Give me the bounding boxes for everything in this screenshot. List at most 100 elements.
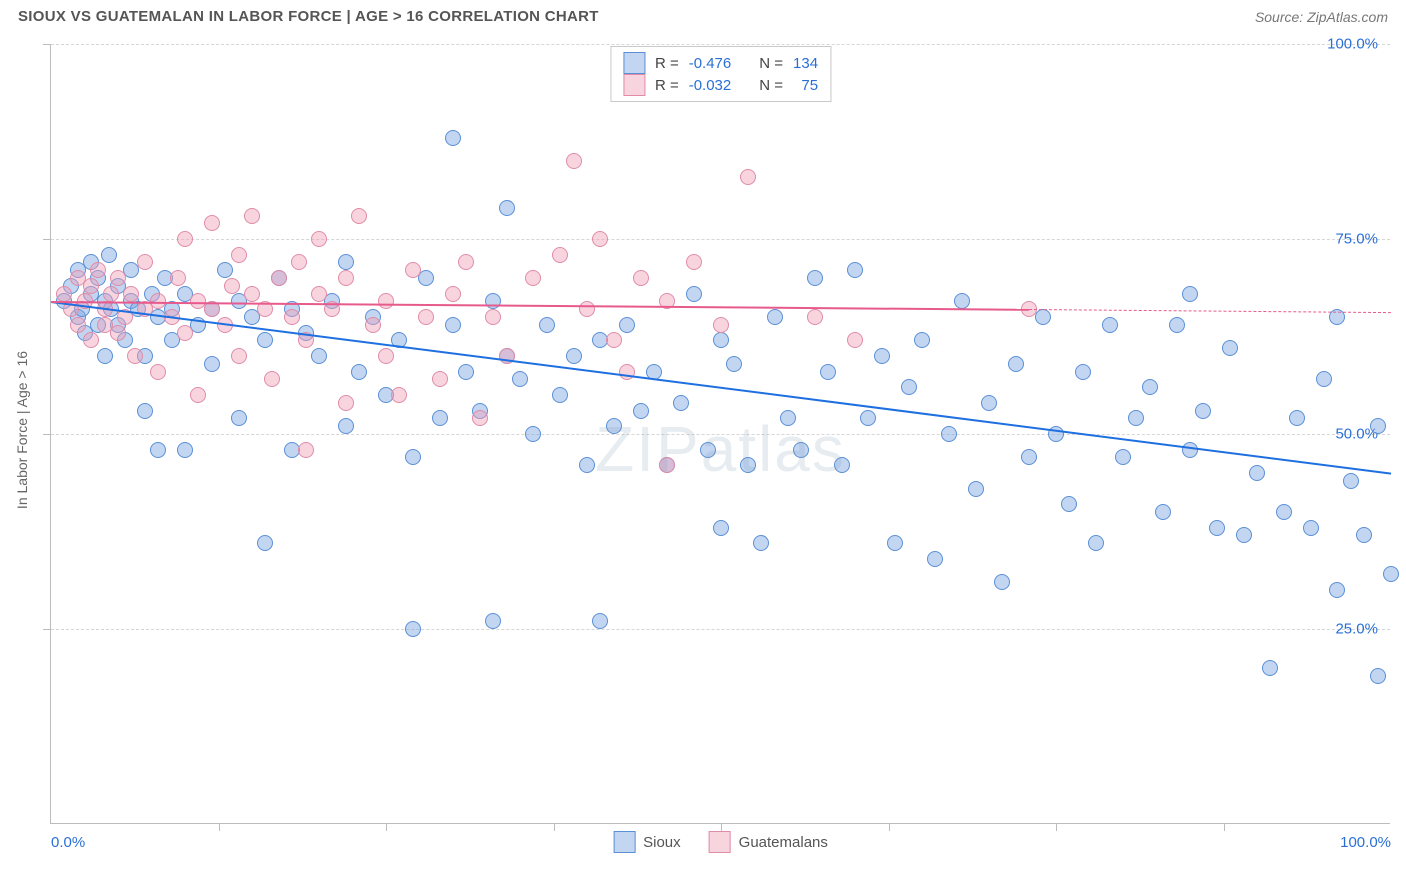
x-tick [219, 823, 220, 831]
data-point [713, 520, 729, 536]
n-value: 134 [793, 55, 818, 72]
data-point [686, 286, 702, 302]
data-point [780, 410, 796, 426]
data-point [793, 442, 809, 458]
data-point [740, 169, 756, 185]
data-point [298, 442, 314, 458]
data-point [579, 301, 595, 317]
data-point [231, 410, 247, 426]
gridline [51, 629, 1390, 630]
legend-item: Sioux [613, 831, 681, 853]
data-point [127, 348, 143, 364]
data-point [1356, 527, 1372, 543]
chart-title: SIOUX VS GUATEMALAN IN LABOR FORCE | AGE… [18, 8, 599, 25]
data-point [606, 418, 622, 434]
data-point [472, 410, 488, 426]
data-point [1128, 410, 1144, 426]
data-point [740, 457, 756, 473]
y-tick [43, 239, 51, 240]
data-point [994, 574, 1010, 590]
data-point [700, 442, 716, 458]
data-point [103, 286, 119, 302]
legend-series: Sioux Guatemalans [613, 831, 828, 853]
data-point [90, 262, 106, 278]
legend-row: R =-0.032N = 75 [623, 74, 818, 96]
chart-plot-area: ZIPatlas R =-0.476N =134R =-0.032N = 75 … [50, 44, 1390, 824]
data-point [1035, 309, 1051, 325]
data-point [1075, 364, 1091, 380]
data-point [606, 332, 622, 348]
data-point [1102, 317, 1118, 333]
data-point [177, 442, 193, 458]
y-axis-label: In Labor Force | Age > 16 [14, 351, 30, 509]
data-point [204, 215, 220, 231]
data-point [499, 200, 515, 216]
data-point [1370, 418, 1386, 434]
data-point [1289, 410, 1305, 426]
legend-item: Guatemalans [709, 831, 828, 853]
r-value: -0.032 [689, 77, 732, 94]
data-point [351, 208, 367, 224]
data-point [1370, 668, 1386, 684]
gridline [51, 434, 1390, 435]
data-point [150, 364, 166, 380]
data-point [914, 332, 930, 348]
data-point [485, 293, 501, 309]
data-point [445, 286, 461, 302]
data-point [284, 309, 300, 325]
data-point [485, 309, 501, 325]
data-point [224, 278, 240, 294]
x-tick [889, 823, 890, 831]
source-label: Source: ZipAtlas.com [1255, 9, 1388, 25]
data-point [231, 348, 247, 364]
data-point [981, 395, 997, 411]
data-point [137, 403, 153, 419]
r-label: R = [655, 55, 679, 72]
data-point [1021, 449, 1037, 465]
data-point [633, 270, 649, 286]
data-point [901, 379, 917, 395]
data-point [807, 309, 823, 325]
data-point [70, 317, 86, 333]
data-point [190, 387, 206, 403]
data-point [1115, 449, 1131, 465]
data-point [244, 208, 260, 224]
data-point [592, 613, 608, 629]
data-point [56, 286, 72, 302]
legend-swatch [623, 74, 645, 96]
data-point [83, 332, 99, 348]
data-point [351, 364, 367, 380]
data-point [512, 371, 528, 387]
data-point [418, 270, 434, 286]
data-point [150, 442, 166, 458]
legend-row: R =-0.476N =134 [623, 52, 818, 74]
data-point [391, 387, 407, 403]
legend-swatch [613, 831, 635, 853]
data-point [1061, 496, 1077, 512]
data-point [432, 410, 448, 426]
data-point [418, 309, 434, 325]
data-point [1236, 527, 1252, 543]
data-point [378, 348, 394, 364]
data-point [264, 371, 280, 387]
data-point [1088, 535, 1104, 551]
data-point [820, 364, 836, 380]
legend-correlation: R =-0.476N =134R =-0.032N = 75 [610, 46, 831, 102]
data-point [485, 613, 501, 629]
data-point [458, 364, 474, 380]
data-point [807, 270, 823, 286]
data-point [217, 262, 233, 278]
data-point [432, 371, 448, 387]
data-point [968, 481, 984, 497]
chart-header: SIOUX VS GUATEMALAN IN LABOR FORCE | AGE… [0, 0, 1406, 29]
r-value: -0.476 [689, 55, 732, 72]
data-point [847, 262, 863, 278]
data-point [110, 270, 126, 286]
data-point [170, 270, 186, 286]
data-point [1383, 566, 1399, 582]
y-tick [43, 44, 51, 45]
data-point [311, 231, 327, 247]
data-point [1195, 403, 1211, 419]
data-point [405, 621, 421, 637]
data-point [1249, 465, 1265, 481]
